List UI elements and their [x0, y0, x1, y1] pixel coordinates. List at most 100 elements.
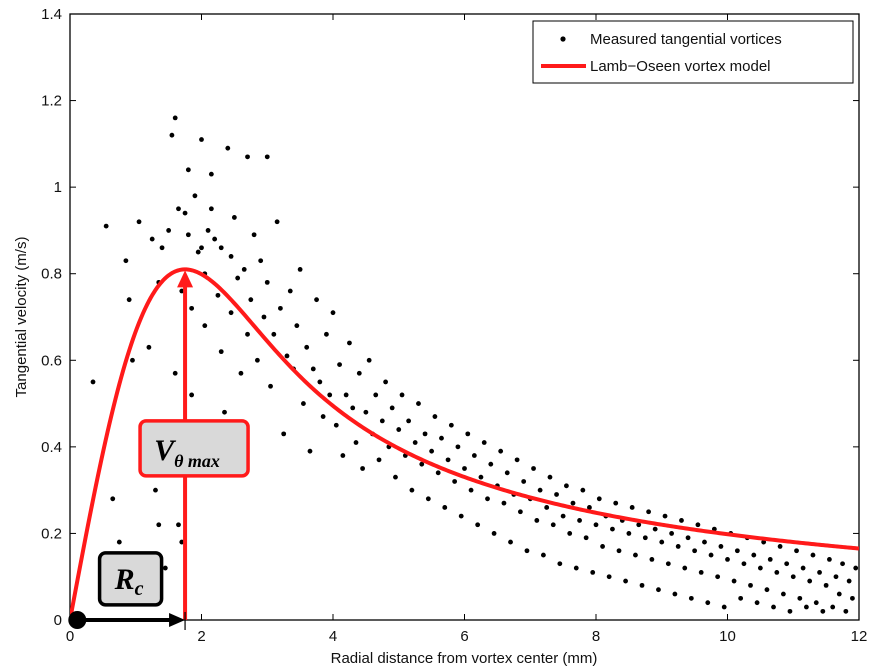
y-tick-label: 0.4	[41, 439, 62, 456]
data-point	[228, 254, 234, 259]
data-point	[393, 474, 398, 480]
data-point	[254, 357, 260, 363]
data-point	[199, 245, 204, 251]
data-point	[324, 331, 329, 337]
y-axis: 0 0.2 0.4 0.6 0.8 1 1.2 1.4	[41, 6, 859, 629]
data-point	[330, 310, 336, 316]
data-point	[90, 379, 96, 385]
data-point	[833, 574, 839, 580]
data-point	[238, 370, 244, 376]
data-point	[596, 496, 602, 502]
vmax-label: Vθ max	[154, 434, 220, 471]
data-point	[508, 539, 513, 545]
data-point	[419, 461, 425, 467]
data-point	[146, 344, 152, 350]
data-point	[587, 505, 592, 510]
data-point	[136, 219, 142, 225]
data-point	[452, 479, 458, 484]
data-point	[550, 522, 556, 528]
data-point	[130, 357, 135, 363]
data-point	[771, 604, 776, 610]
data-point	[787, 608, 793, 614]
data-point	[767, 557, 773, 562]
data-point	[616, 548, 622, 554]
data-point	[425, 496, 431, 502]
data-point	[804, 604, 809, 610]
data-point	[297, 266, 303, 272]
data-point	[567, 531, 573, 536]
data-point	[245, 154, 250, 160]
data-point	[679, 518, 684, 523]
data-point	[409, 487, 415, 493]
y-tick-label: 1.2	[41, 93, 62, 110]
data-point	[741, 561, 747, 567]
data-point	[725, 557, 730, 562]
data-point	[261, 314, 267, 320]
data-point	[610, 526, 615, 532]
data-point	[606, 574, 612, 580]
data-point	[153, 487, 158, 493]
data-point	[692, 548, 698, 554]
data-point	[389, 405, 395, 411]
legend: Measured tangential vortices Lamb−Oseen …	[532, 20, 854, 84]
data-point	[172, 115, 178, 121]
data-point	[846, 578, 852, 584]
data-point	[748, 582, 753, 588]
data-point	[264, 279, 270, 285]
data-point	[320, 414, 326, 419]
annotations: Vθ max Rc	[68, 270, 250, 630]
data-point	[797, 595, 803, 601]
data-point	[721, 604, 727, 610]
y-axis-title: Tangential velocity (m/s)	[13, 237, 30, 398]
data-point	[537, 487, 543, 493]
data-point	[363, 409, 369, 415]
data-point	[468, 487, 474, 493]
data-point	[208, 171, 214, 177]
data-point	[248, 297, 254, 303]
data-point	[790, 574, 796, 580]
data-point	[656, 587, 661, 593]
data-point	[179, 288, 185, 294]
data-point	[432, 414, 438, 419]
legend-marker-scatter	[560, 36, 566, 42]
data-point	[573, 565, 579, 571]
data-point	[501, 500, 507, 506]
rc-arrow-head	[169, 613, 186, 627]
data-point	[327, 392, 333, 398]
data-point	[517, 509, 523, 515]
data-point	[685, 535, 691, 541]
y-tick-label: 1.4	[41, 6, 62, 23]
data-point	[448, 422, 454, 428]
data-point	[531, 466, 536, 471]
data-point	[695, 522, 701, 528]
data-point	[373, 392, 379, 398]
model-series	[70, 267, 859, 620]
data-point	[583, 535, 589, 541]
data-point	[225, 145, 231, 151]
data-point	[123, 258, 129, 264]
data-point	[251, 232, 257, 238]
rc-label-box	[97, 551, 164, 607]
data-point	[485, 496, 490, 502]
data-point	[514, 457, 520, 463]
data-point	[836, 591, 842, 597]
data-point	[149, 236, 155, 242]
data-point	[554, 492, 559, 497]
data-point	[731, 578, 737, 584]
data-point	[718, 544, 724, 549]
data-point	[110, 496, 116, 502]
data-point	[623, 578, 628, 584]
data-point	[383, 379, 388, 385]
data-point	[626, 531, 632, 536]
data-point	[189, 392, 195, 398]
data-point	[353, 440, 359, 445]
x-axis: 0 2 4 6 8 10 12	[66, 14, 867, 645]
data-point	[396, 427, 402, 432]
data-point	[202, 323, 208, 329]
data-point	[682, 565, 688, 571]
data-point	[577, 518, 582, 523]
data-point	[853, 565, 859, 571]
data-point	[734, 548, 740, 554]
data-point	[271, 331, 277, 337]
data-point	[314, 297, 319, 303]
